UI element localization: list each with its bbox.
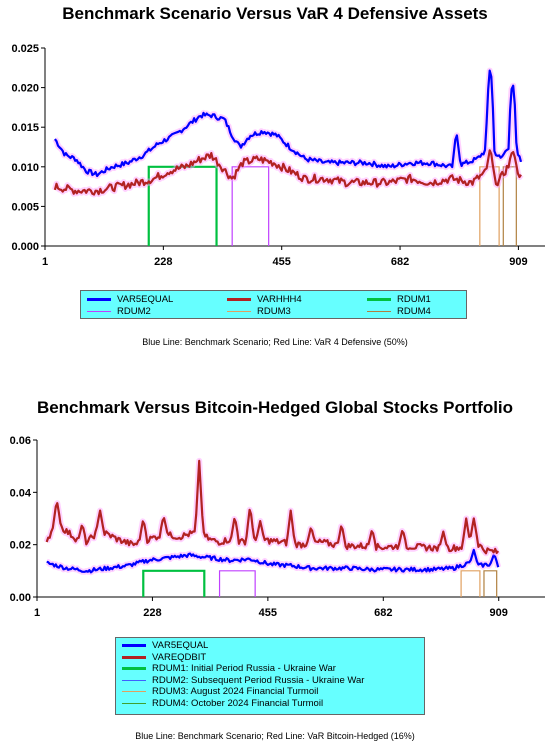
chart1-y-tick-label: 0.020: [11, 83, 39, 95]
chart2-x-tick-label: 682: [374, 607, 392, 619]
chart1-y-tick-label: 0.025: [11, 43, 39, 55]
chart1-x-tick-label: 455: [273, 256, 291, 268]
chart1-y-tick-label: 0.010: [11, 162, 39, 174]
series-rdum4: [483, 570, 498, 597]
legend2-label: RDUM1: Initial Period Russia - Ukraine W…: [152, 663, 336, 675]
chart2-y-tick-label: 0.06: [10, 435, 31, 447]
legend2-item-rdum3: RDUM3: August 2024 Financial Turmoil: [122, 686, 418, 698]
legend1-item-rdum2: RDUM2: [87, 306, 227, 317]
series-rdum4: [502, 166, 517, 246]
legend1-item-varhhh4: VARHHH4: [227, 294, 367, 305]
chart2-x-tick-label: 1: [34, 607, 40, 619]
legend1-item-var5equal: VAR5EQUAL: [87, 294, 227, 305]
chart1-title: Benchmark Scenario Versus VaR 4 Defensiv…: [62, 4, 488, 23]
legend1-item-rdum4: RDUM4: [367, 306, 487, 317]
legend2-label: VAREQDBIT: [152, 651, 207, 663]
chart2-y-tick-label: 0.02: [10, 540, 31, 552]
legend2-label: RDUM2: Subsequent Period Russia - Ukrain…: [152, 674, 365, 686]
legend2-swatch-rdum3: [122, 691, 146, 693]
series-var5equal-glow: [52, 67, 524, 179]
chart1-x-tick-label: 1: [42, 256, 48, 268]
legend2-label: RDUM3: August 2024 Financial Turmoil: [152, 686, 319, 698]
chart1-y-tick-label: 0.000: [11, 241, 39, 253]
legend1-swatch-rdum2: [87, 311, 111, 312]
legend1-label: VARHHH4: [257, 294, 302, 305]
chart2-y-tick-label: 0.04: [10, 487, 32, 499]
legend1-swatch-var5equal: [87, 298, 111, 301]
legend1-label: RDUM3: [257, 306, 291, 317]
legend2-item-var5equal: VAR5EQUAL: [122, 640, 418, 652]
legend1-label: VAR5EQUAL: [117, 294, 174, 305]
series-rdum2: [231, 166, 270, 246]
legend1-swatch-varhhh4: [227, 298, 251, 301]
chart2-x-tick-label: 455: [259, 607, 277, 619]
legend2-item-rdum1: RDUM1: Initial Period Russia - Ukraine W…: [122, 663, 418, 675]
chart2-legend: VAR5EQUAL VAREQDBIT RDUM1: Initial Perio…: [115, 637, 425, 715]
legend1-label: RDUM4: [397, 306, 431, 317]
series-rdum2: [218, 570, 256, 597]
legend1-swatch-rdum4: [367, 311, 391, 312]
chart2-y-tick-label: 0.00: [10, 592, 31, 604]
legend2-swatch-rdum1: [122, 667, 146, 671]
legend2-item-rdum4: RDUM4: October 2024 Financial Turmoil: [122, 698, 418, 710]
legend1-item-rdum3: RDUM3: [227, 306, 367, 317]
chart1-legend: VAR5EQUAL VARHHH4 RDUM1 RDUM2 RDUM3 RDUM…: [80, 290, 467, 319]
legend1-label: RDUM1: [397, 294, 431, 305]
legend2-swatch-rdum4: [122, 702, 146, 704]
chart1-x-tick-label: 682: [391, 256, 409, 268]
series-rdum1: [142, 569, 206, 597]
series-vareqdbit: [45, 459, 500, 555]
chart2-title: Benchmark Versus Bitcoin-Hedged Global S…: [36, 398, 514, 417]
legend2-label: VAR5EQUAL: [152, 640, 209, 652]
series-var5equal: [46, 548, 500, 574]
legend2-item-vareqdbit: VAREQDBIT: [122, 652, 418, 664]
legend1-swatch-rdum1: [367, 298, 391, 301]
chart1-y-tick-label: 0.015: [11, 122, 39, 134]
chart2-x-tick-label: 909: [490, 607, 508, 619]
legend1-item-rdum1: RDUM1: [367, 294, 487, 305]
series-varhhh4: [53, 149, 522, 196]
chart2-caption: Blue Line: Benchmark Scenario; Red Line:…: [135, 731, 415, 741]
chart2-x-tick-label: 228: [143, 607, 161, 619]
legend2-swatch-vareqdbit: [122, 655, 146, 659]
legend2-swatch-var5equal: [122, 644, 146, 648]
chart1-caption: Blue Line: Benchmark Scenario; Red Line:…: [142, 337, 408, 347]
series-rdum3: [479, 166, 500, 246]
chart1-y-tick-label: 0.005: [11, 201, 39, 213]
legend2-swatch-rdum2: [122, 679, 146, 681]
chart1-x-tick-label: 909: [509, 256, 527, 268]
legend2-label: RDUM4: October 2024 Financial Turmoil: [152, 697, 324, 709]
series-rdum3: [460, 570, 481, 597]
legend1-label: RDUM2: [117, 306, 151, 317]
chart1-x-tick-label: 228: [154, 256, 172, 268]
series-vareqdbit-glow: [43, 457, 501, 557]
legend2-item-rdum2: RDUM2: Subsequent Period Russia - Ukrain…: [122, 675, 418, 687]
legend1-swatch-rdum3: [227, 311, 251, 312]
series-var5equal: [54, 69, 523, 178]
